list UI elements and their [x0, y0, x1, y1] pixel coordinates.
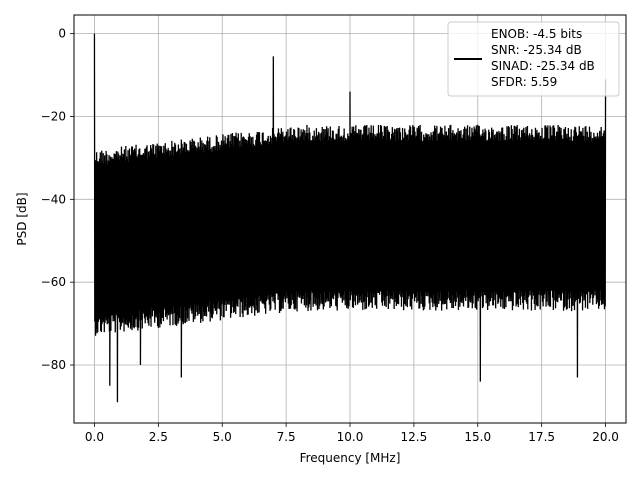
x-tick-label: 5.0	[213, 430, 232, 444]
y-tick-label: −60	[41, 275, 66, 289]
y-tick-label: 0	[58, 27, 66, 41]
psd-trace	[93, 33, 607, 403]
x-tick-label: 17.5	[528, 430, 555, 444]
legend: ENOB: -4.5 bits SNR: -25.34 dB SINAD: -2…	[447, 21, 620, 97]
x-tick-label: 2.5	[149, 430, 168, 444]
legend-box	[447, 21, 620, 97]
y-axis-ticks: 0 −20 −40 −60 −80	[41, 27, 74, 372]
x-tick-label: 15.0	[464, 430, 491, 444]
x-axis-label: Frequency [MHz]	[300, 451, 401, 465]
x-tick-label: 10.0	[337, 430, 364, 444]
legend-line-sfdr: SFDR: 5.59	[491, 75, 557, 89]
x-axis-ticks: 0.0 2.5 5.0 7.5 10.0 12.5 15.0 17.5 20.0	[85, 423, 619, 444]
y-axis-label: PSD [dB]	[15, 192, 29, 245]
y-tick-label: −20	[41, 109, 66, 123]
x-tick-label: 7.5	[277, 430, 296, 444]
x-tick-label: 12.5	[401, 430, 428, 444]
legend-line-sinad: SINAD: -25.34 dB	[491, 59, 595, 73]
legend-line-snr: SNR: -25.34 dB	[491, 43, 582, 57]
x-tick-label: 0.0	[85, 430, 104, 444]
legend-line-enob: ENOB: -4.5 bits	[491, 27, 582, 41]
y-tick-label: −40	[41, 192, 66, 206]
x-tick-label: 20.0	[592, 430, 619, 444]
y-tick-label: −80	[41, 358, 66, 372]
series-line	[93, 33, 607, 403]
